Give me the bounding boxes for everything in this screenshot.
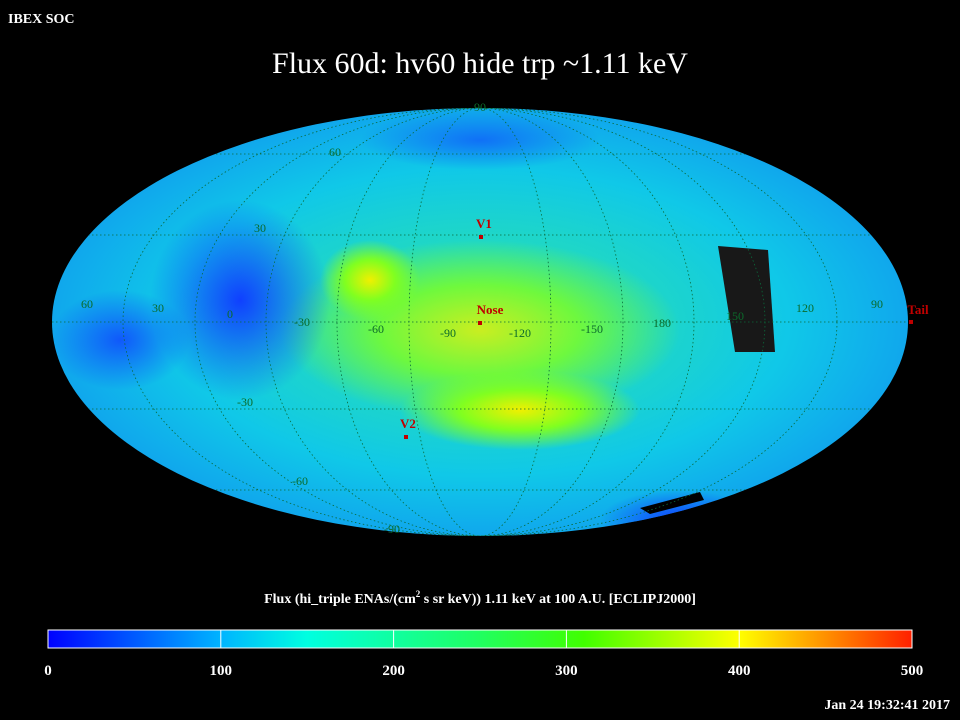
marker-label: V1 [476,216,492,231]
markers: V1 Nose V2 Tail [400,216,929,439]
colorbar-tick-label: 200 [382,663,405,679]
lon-label: 180 [653,316,671,330]
lon-label: -150 [581,322,603,336]
colorbar-title-superscript: 2 [416,589,421,599]
lat-label: -60 [292,474,308,488]
colorbar-tick-label: 400 [728,663,751,679]
app-label: IBEX SOC [8,12,75,27]
colorbar-title-part: Flux (hi_triple ENAs/(cm [264,592,416,607]
marker-label: Nose [477,302,504,317]
lon-label: -30 [294,315,310,329]
marker-dot [909,320,913,324]
colorbar-tick-label: 300 [555,663,578,679]
lon-label: -60 [368,322,384,336]
map-title: Flux 60d: hv60 hide trp ~1.11 keV [272,47,688,80]
sky-map [52,108,908,536]
lon-label: 90 [871,297,883,311]
marker-label: Tail [907,302,929,317]
colorbar-tick-label: 0 [44,663,52,679]
latitude-labels: 90 60 30 -30 -60 -90 [237,100,486,536]
colorbar-tick-label: 500 [901,663,924,679]
colorbar-title-part: s sr keV)) 1.11 keV at 100 A.U. [ECLIPJ2… [420,592,696,607]
lat-label: -90 [384,522,400,536]
lon-label: 0 [227,307,233,321]
lon-label: 30 [152,301,164,315]
marker-label: V2 [400,416,416,431]
lat-label: -30 [237,395,253,409]
lon-label: -120 [509,326,531,340]
timestamp: Jan 24 19:32:41 2017 [824,698,950,713]
longitude-labels: 60 30 0 -30 -60 -90 -120 -150 180 150 12… [81,297,883,340]
colorbar [47,629,913,649]
lat-label: 60 [329,145,341,159]
marker-dot [404,435,408,439]
marker-dot [479,235,483,239]
colorbar-ticks: 0 100 200 300 400 500 [44,630,923,679]
marker-dot [478,321,482,325]
colorbar-tick-label: 100 [210,663,233,679]
lat-label: 30 [254,221,266,235]
lon-label: -90 [440,326,456,340]
lat-label: 90 [474,100,486,114]
lon-label: 120 [796,301,814,315]
colorbar-title: Flux (hi_triple ENAs/(cm2 s sr keV)) 1.1… [264,589,696,607]
lon-label: 60 [81,297,93,311]
lon-label: 150 [726,309,744,323]
